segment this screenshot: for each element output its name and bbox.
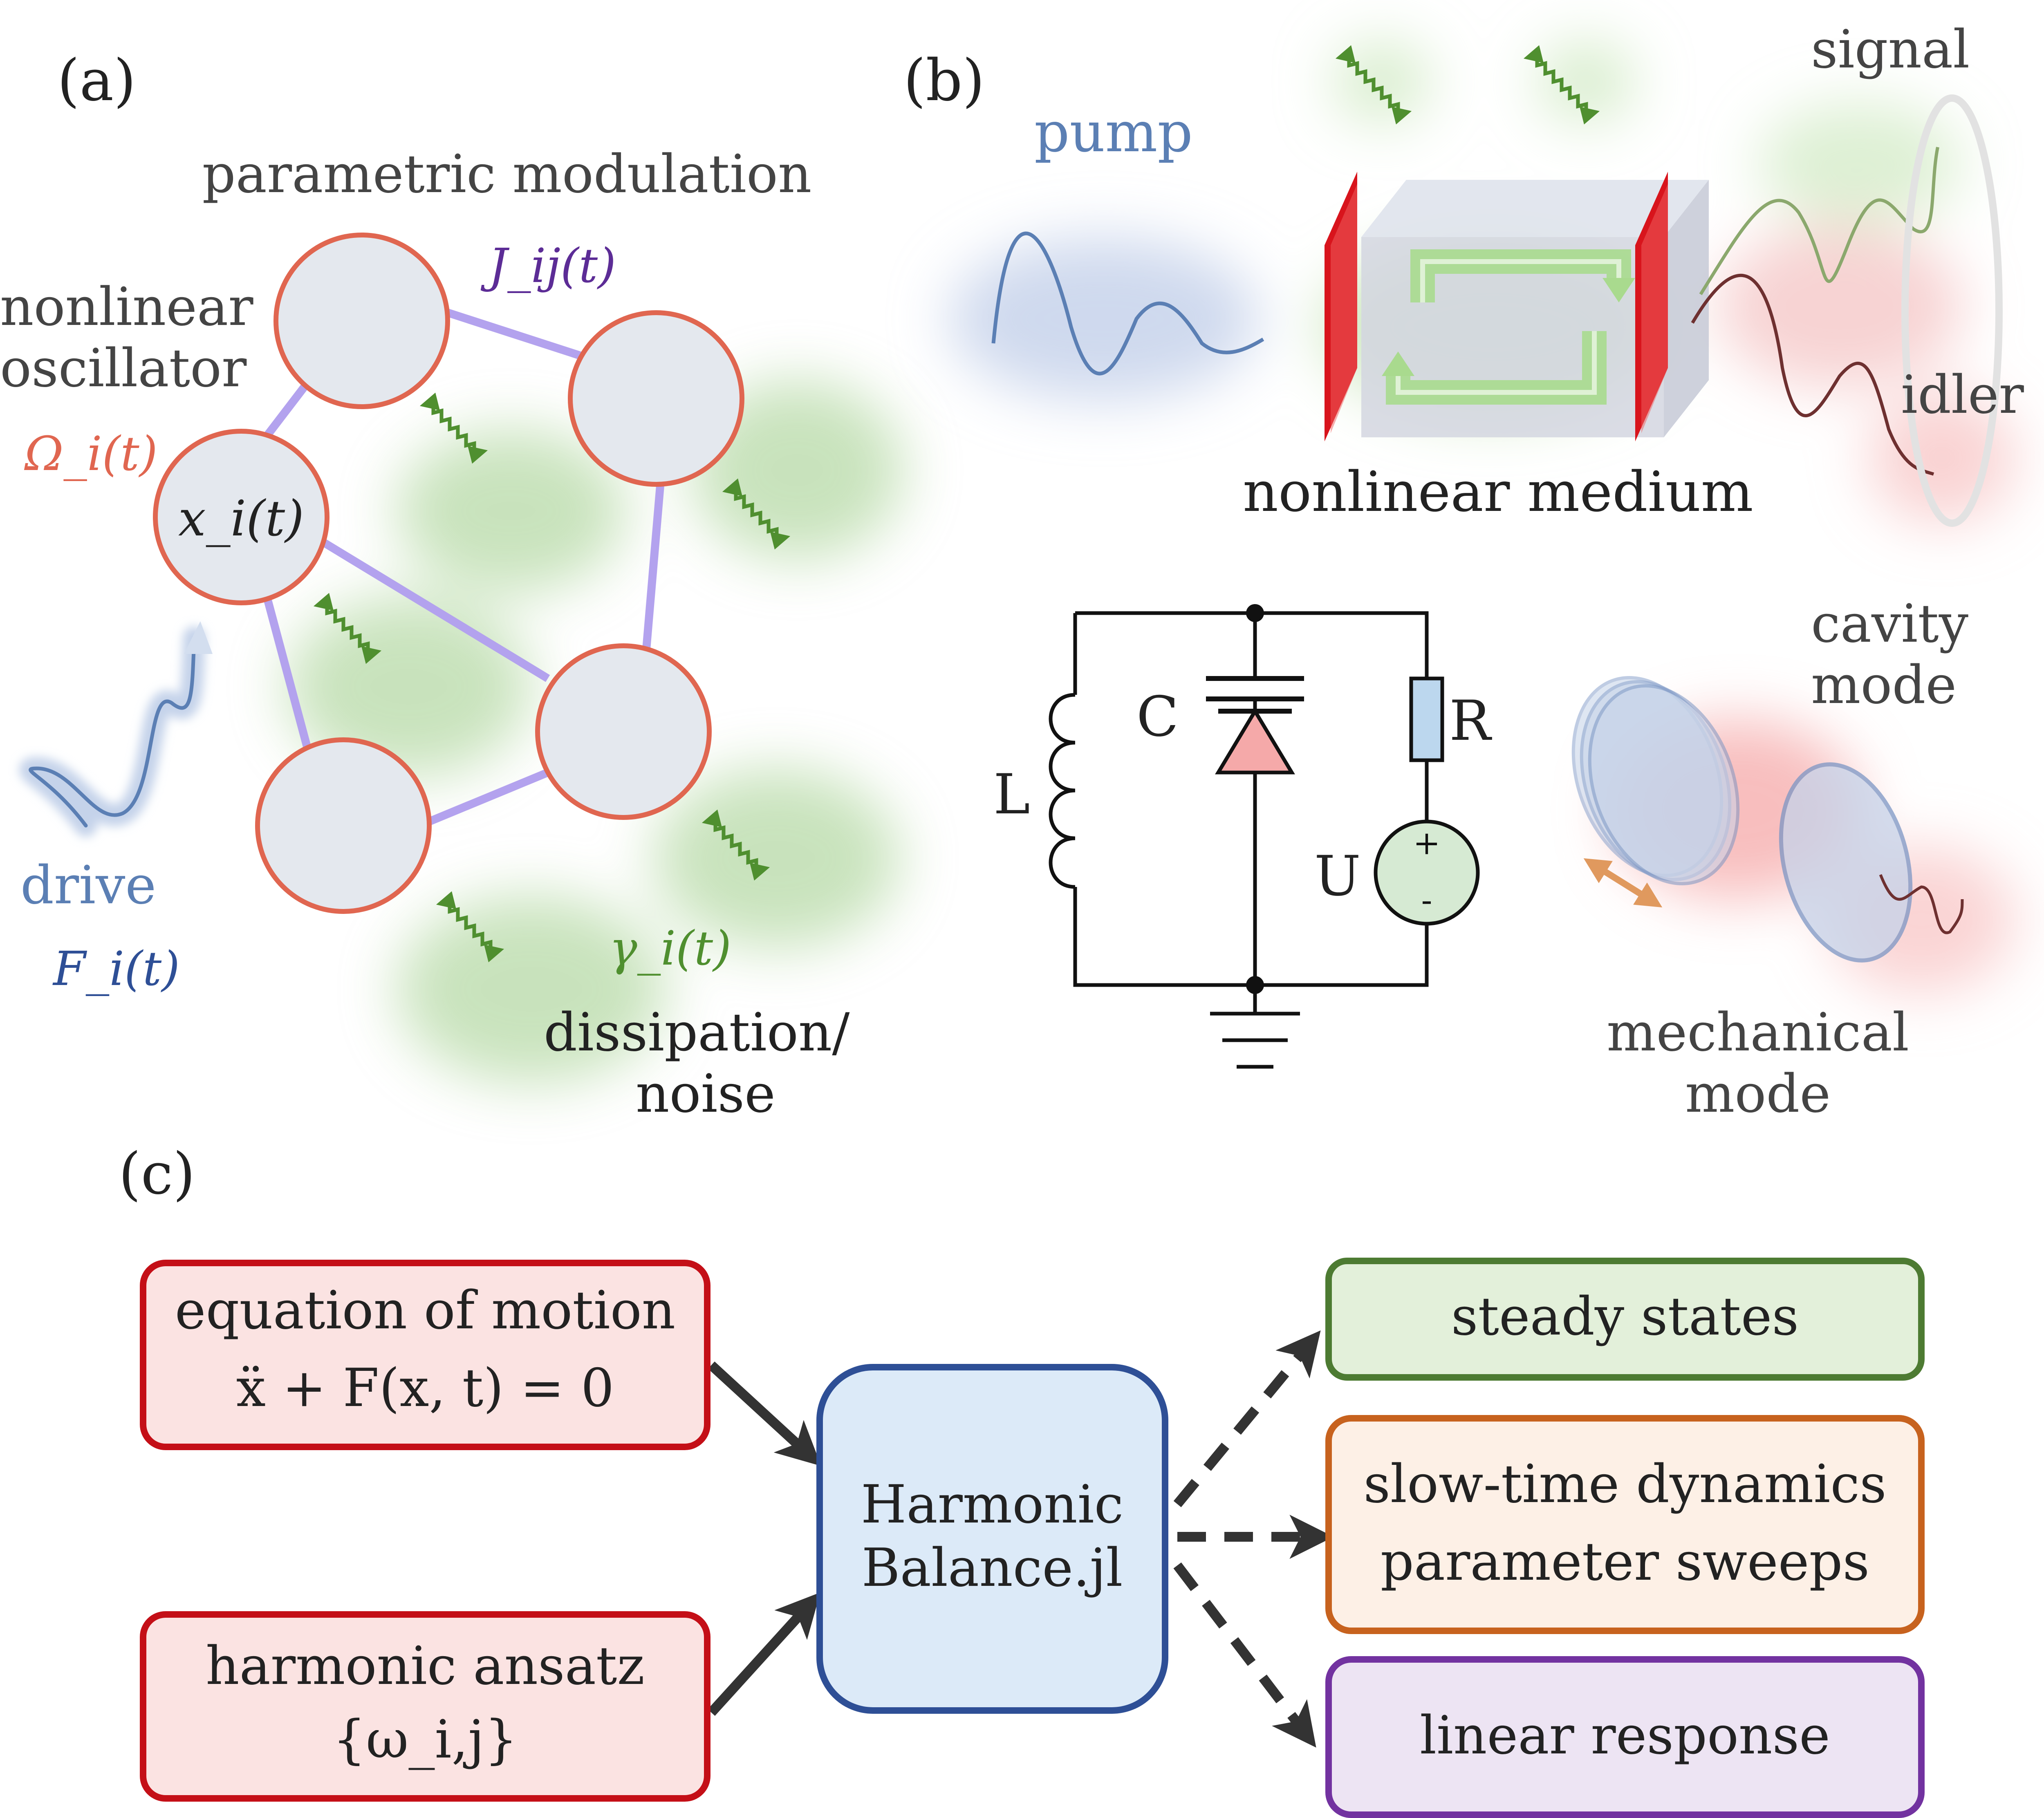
noise-arrow-icon — [419, 392, 488, 464]
resistor-icon — [1409, 676, 1444, 762]
harmonic-balance-box: Harmonic Balance.jl — [816, 1364, 1168, 1714]
coupling-label: J_ij(t) — [480, 239, 616, 293]
output-2-line1: slow-time dynamics — [1363, 1454, 1886, 1515]
noise-arrow-icon — [1335, 45, 1412, 125]
output-2-line2: parameter sweeps — [1381, 1531, 1869, 1592]
eom-box: equation of motion ẍ + F(x, t) = 0 — [140, 1260, 710, 1450]
coupling-line — [262, 591, 315, 761]
lc-circuit — [1049, 611, 1480, 1069]
panel-c-label: (c) — [119, 1141, 195, 1207]
output-arrow — [1173, 1562, 1316, 1748]
dissipation-label-line2: noise — [636, 1063, 775, 1124]
coupling-line — [440, 307, 594, 364]
mechanical-motion-arrow-icon — [1583, 858, 1663, 908]
oscillator-node-highlight — [153, 429, 329, 605]
force-label: F_i(t) — [52, 942, 180, 996]
source-label: U — [1314, 844, 1361, 908]
mechanical-label-line2: mode — [1685, 1063, 1831, 1124]
output-3-label: linear response — [1420, 1705, 1830, 1766]
ansatz-line2: {ω_i,j} — [333, 1709, 518, 1770]
panel-a-label: (a) — [57, 47, 136, 114]
signal-wave-icon — [1699, 147, 1939, 296]
steady-states-box: steady states — [1325, 1258, 1925, 1381]
input-arrow — [708, 1361, 821, 1466]
panel-a: (a) — [0, 47, 903, 1124]
resistor-label: R — [1449, 689, 1492, 753]
mechanical-label-line1: mechanical — [1607, 1002, 1909, 1063]
modulation-label: parametric modulation — [202, 144, 812, 205]
inductor-icon — [1049, 693, 1076, 889]
dissipation-label-line1: dissipation/ — [544, 1002, 850, 1063]
pump-label: pump — [1034, 100, 1193, 164]
coupling-line — [428, 768, 549, 826]
linear-response-box: linear response — [1325, 1656, 1925, 1818]
flow-arrows — [708, 1330, 1334, 1748]
oscillator-node — [255, 737, 432, 914]
coupling-lines — [262, 307, 666, 826]
mechanical-mirror-icon — [1571, 676, 1913, 963]
eom-line1: equation of motion — [175, 1280, 675, 1341]
noise-arrow-icon — [313, 593, 382, 664]
source-plus: + — [1413, 824, 1440, 862]
ansatz-box: harmonic ansatz {ω_i,j} — [140, 1611, 710, 1802]
capacitor-label: C — [1136, 685, 1179, 749]
noise-arrow-icon — [722, 478, 791, 550]
drive-wave-icon — [19, 621, 213, 837]
drive-label: drive — [20, 855, 156, 916]
ansatz-line1: harmonic ansatz — [206, 1636, 645, 1697]
eom-line2: ẍ + F(x, t) = 0 — [236, 1358, 614, 1419]
coupling-line — [642, 461, 666, 654]
noise-arrow-icon — [1523, 45, 1600, 125]
oscillator-node — [273, 233, 450, 409]
oscillator-node — [568, 310, 744, 487]
noise-arrow-icon — [436, 891, 504, 963]
frequency-label: Ω_i(t) — [24, 427, 158, 481]
inductor-label: L — [993, 762, 1030, 826]
dynamics-box: slow-time dynamics parameter sweeps — [1325, 1415, 1925, 1634]
panel-b-label: (b) — [903, 47, 985, 114]
circuit-node — [1246, 976, 1264, 994]
oscillator-node — [535, 643, 712, 820]
signal-label: signal — [1811, 19, 1970, 80]
input-arrow — [708, 1592, 820, 1716]
pump-wave-icon — [991, 231, 1264, 376]
varactor-icon — [1215, 707, 1295, 775]
noise-arrow-icon — [702, 809, 770, 881]
oscillator-label-line2: oscillator — [0, 338, 247, 399]
center-line1: Harmonic — [861, 1474, 1124, 1535]
medium-label: nonlinear medium — [1243, 460, 1753, 524]
panel-b: (b) pump — [903, 19, 2024, 1124]
coupling-line — [316, 536, 550, 682]
output-wave-icon — [1879, 874, 1964, 934]
oscillator-nodes — [153, 233, 744, 914]
cavity-label-line1: cavity — [1811, 593, 1968, 654]
output-1-label: steady states — [1451, 1286, 1799, 1347]
noise-arrows — [313, 392, 791, 963]
detector-ring-icon — [1901, 94, 2003, 527]
idler-label: idler — [1901, 365, 2024, 425]
source-minus: - — [1421, 881, 1432, 919]
circuit-node — [1246, 604, 1264, 622]
cavity-label-line2: mode — [1811, 655, 1957, 716]
node-label: x_i(t) — [178, 490, 304, 547]
output-arrow — [1173, 1330, 1321, 1507]
incoming-noise-arrows — [1335, 45, 1600, 125]
panel-c: (c) equation of motion ẍ + F(x, t) = 0 h… — [119, 1141, 1925, 1818]
damping-label: γ_i(t) — [609, 921, 731, 976]
voltage-source-icon — [1374, 819, 1480, 926]
idler-wave-icon — [1691, 273, 1934, 476]
oscillator-label-line1: nonlinear — [0, 277, 253, 338]
center-line2: Balance.jl — [862, 1538, 1123, 1599]
nonlinear-medium-icon — [1325, 172, 1709, 441]
